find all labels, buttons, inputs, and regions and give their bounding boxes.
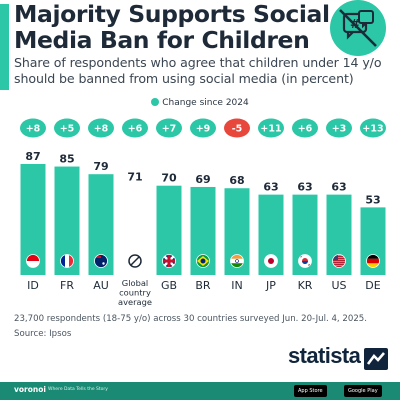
- change-badge-shape: [190, 118, 216, 138]
- footer-bar: voronoi Where Data Tells the Story App S…: [0, 382, 400, 400]
- value-label: 69: [195, 173, 210, 186]
- value-label: 70: [161, 172, 177, 185]
- bar-chart: +8 87 ID +5 85 FR +8 79 AU +6 71 Globalcountryavera…: [20, 118, 386, 307]
- indonesia-flag-icon: [26, 254, 40, 268]
- change-badge: -5: [224, 118, 250, 138]
- change-badge: +8: [88, 118, 114, 138]
- no-hashtag-social-media-icon: #: [330, 0, 386, 56]
- value-label: 87: [25, 150, 40, 163]
- change-badge-shape: [360, 118, 386, 138]
- change-badge-label: +3: [332, 124, 347, 135]
- category-label: FR: [60, 279, 74, 292]
- chart-legend: Change since 2024: [0, 98, 400, 108]
- change-badge: +6: [122, 118, 148, 138]
- google-play-badge[interactable]: Google Play: [344, 385, 382, 397]
- change-badge: +7: [156, 118, 182, 138]
- legend-label: Change since 2024: [162, 98, 249, 108]
- category-label: average: [118, 297, 152, 307]
- change-badge: +6: [292, 118, 318, 138]
- category-label: US: [331, 279, 346, 292]
- value-label: 79: [93, 160, 108, 173]
- category-label: DE: [365, 279, 380, 292]
- voronoi-tagline: Where Data Tells the Story: [48, 387, 108, 392]
- change-badge-shape: [326, 118, 352, 138]
- change-badge-shape: [20, 118, 46, 138]
- category-label: AU: [93, 279, 109, 292]
- change-badge-label: +11: [260, 124, 281, 135]
- value-label: 71: [127, 170, 142, 183]
- global-no-icon: [128, 254, 142, 268]
- change-badge-label: +6: [128, 124, 143, 135]
- change-badge-label: +6: [298, 124, 313, 135]
- category-label: country: [119, 288, 151, 298]
- value-label: 63: [297, 181, 312, 194]
- change-badge-label: +7: [162, 124, 177, 135]
- page-title: Majority Supports Social Media Ban for C…: [14, 0, 330, 54]
- usa-flag-icon: [332, 254, 346, 268]
- change-badge-label: +9: [196, 124, 211, 135]
- category-label: ID: [27, 279, 39, 292]
- uk-flag-icon: [162, 254, 176, 268]
- change-badge-shape: [258, 118, 284, 138]
- france-flag-icon: [60, 254, 74, 268]
- value-label: 68: [229, 174, 244, 187]
- bar: [326, 194, 352, 275]
- value-label: 63: [263, 181, 278, 194]
- change-badge-label: -5: [232, 124, 243, 135]
- change-badge: +9: [190, 118, 216, 138]
- source-note: Source: Ipsos: [14, 329, 72, 339]
- value-label: 53: [365, 193, 380, 206]
- change-badge-shape: [122, 118, 148, 138]
- value-label: 85: [59, 153, 74, 166]
- value-label: 63: [331, 181, 346, 194]
- brazil-flag-icon: [196, 254, 210, 268]
- voronoi-logo[interactable]: voronoi: [14, 385, 46, 394]
- category-label: GB: [161, 279, 177, 292]
- category-label: BR: [195, 279, 211, 292]
- change-badge-label: +13: [362, 124, 383, 135]
- change-badge: +3: [326, 118, 352, 138]
- change-badge: +13: [360, 118, 386, 138]
- germany-flag-icon: [366, 254, 380, 268]
- app-store-badge[interactable]: App Store: [294, 385, 327, 397]
- change-badge-shape: [292, 118, 318, 138]
- category-label: JP: [265, 279, 276, 292]
- change-badge-shape: [156, 118, 182, 138]
- change-badge-shape: [88, 118, 114, 138]
- india-flag-icon: [230, 254, 244, 268]
- statista-logo-icon: [364, 348, 388, 370]
- page-subtitle: Share of respondents who agree that chil…: [14, 55, 382, 86]
- change-badge-shape: [224, 118, 250, 138]
- change-badge-label: +8: [94, 124, 109, 135]
- category-label: KR: [298, 279, 313, 292]
- bar: [122, 183, 148, 276]
- change-badge-label: +5: [60, 124, 75, 135]
- category-label: Global: [122, 278, 148, 288]
- japan-flag-icon: [264, 254, 278, 268]
- category-label: IN: [231, 279, 242, 292]
- change-badge: +11: [258, 118, 284, 138]
- accent-bar: [0, 4, 9, 90]
- change-badge: +8: [20, 118, 46, 138]
- change-badge-label: +8: [26, 124, 41, 135]
- change-badge-shape: [54, 118, 80, 138]
- footnote: 23,700 respondents (18-75 y/o) across 30…: [14, 314, 367, 324]
- statista-logo: statista: [288, 343, 361, 368]
- south-korea-flag-icon: [298, 254, 312, 268]
- change-badge: +5: [54, 118, 80, 138]
- australia-flag-icon: [94, 254, 108, 268]
- legend-dot: [151, 98, 160, 106]
